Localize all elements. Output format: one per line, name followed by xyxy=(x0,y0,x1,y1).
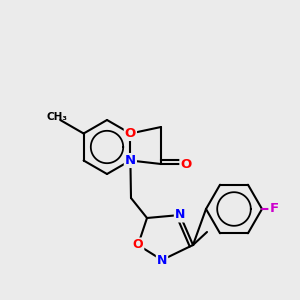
Text: N: N xyxy=(125,154,136,167)
Text: CH₃: CH₃ xyxy=(47,112,68,122)
Text: F: F xyxy=(269,202,279,215)
Text: N: N xyxy=(175,208,185,221)
Text: O: O xyxy=(133,238,143,251)
Text: O: O xyxy=(180,158,192,170)
Text: N: N xyxy=(157,254,167,266)
Text: O: O xyxy=(125,127,136,140)
